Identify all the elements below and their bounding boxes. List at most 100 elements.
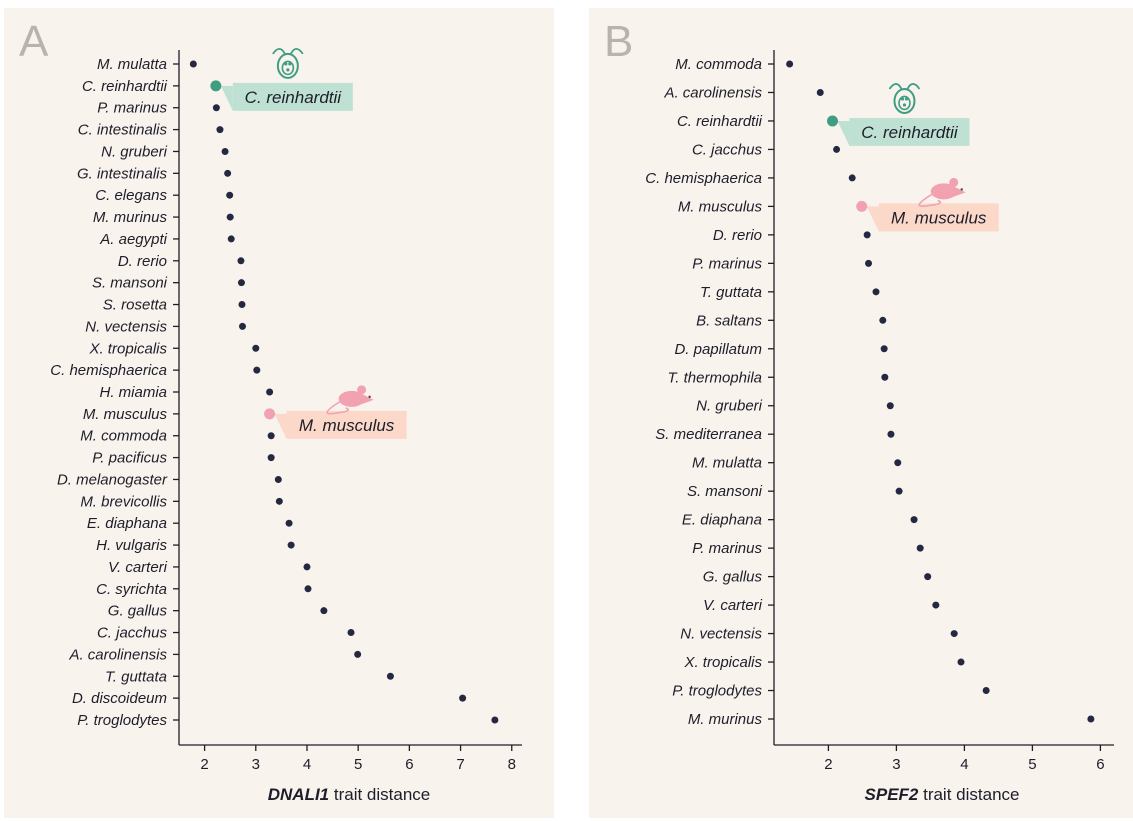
species-label: C. reinhardtii (82, 78, 168, 95)
x-tick-label: 6 (405, 756, 413, 773)
chlamydomonas-icon (272, 47, 304, 79)
panel-letter-a: A (19, 17, 49, 66)
data-point (895, 487, 903, 495)
species-label: M. commoda (80, 428, 167, 445)
callout-box (286, 410, 407, 439)
data-point (982, 687, 990, 695)
species-label: C. jacchus (692, 141, 763, 158)
x-tick-label: 6 (1096, 756, 1104, 773)
species-label: E. diaphana (87, 515, 167, 532)
species-label: A. carolinensis (68, 646, 167, 663)
callout-label: M. musculus (891, 208, 987, 227)
species-label: D. rerio (713, 227, 762, 244)
data-point (226, 213, 234, 221)
x-axis-label-rest-b: trait distance (918, 785, 1019, 804)
data-point (274, 475, 282, 483)
data-point (865, 259, 873, 267)
callout-label: C. reinhardtii (245, 88, 343, 107)
data-point (238, 301, 246, 309)
callout-label: C. reinhardtii (861, 123, 959, 142)
x-tick-label: 3 (252, 756, 260, 773)
species-label: D. melanogaster (57, 471, 168, 488)
data-point (304, 585, 312, 593)
species-label: N. gruberi (696, 398, 763, 415)
species-label: V. carteri (703, 597, 763, 614)
data-point (894, 459, 902, 467)
chlamydomonas-icon (888, 83, 921, 114)
data-point (491, 716, 499, 724)
x-tick-label: 5 (354, 756, 362, 773)
species-label: P. pacificus (92, 450, 167, 467)
data-point (226, 191, 234, 199)
data-point (267, 454, 275, 462)
x-tick-label: 4 (303, 756, 311, 773)
species-label: M. murinus (93, 209, 168, 226)
species-label: X. tropicalis (88, 340, 167, 357)
data-point (386, 672, 394, 680)
species-label: C. intestinalis (78, 122, 168, 139)
species-label: H. vulgaris (96, 537, 167, 554)
species-label: C. hemisphaerica (50, 362, 167, 379)
data-point (886, 402, 894, 410)
species-label: S. rosetta (103, 297, 167, 314)
species-label: C. jacchus (97, 625, 168, 642)
callout-box (849, 117, 970, 146)
species-label: C. reinhardtii (677, 113, 763, 130)
species-label: P. troglodytes (672, 683, 762, 700)
data-point (320, 607, 328, 615)
data-point (924, 573, 932, 581)
mouse-icon (326, 385, 374, 415)
species-label: S. mediterranea (655, 426, 762, 443)
data-point (1087, 715, 1095, 723)
species-label: T. thermophila (668, 369, 763, 386)
species-label: T. guttata (105, 668, 167, 685)
species-label: G. gallus (108, 603, 168, 620)
panel-letter-b: B (604, 17, 633, 66)
x-tick-label: 3 (892, 756, 900, 773)
data-point (216, 126, 224, 134)
data-point (848, 174, 856, 182)
species-label: D. rerio (118, 253, 167, 270)
data-point (267, 432, 275, 440)
species-label: S. mansoni (687, 483, 763, 500)
data-point (238, 322, 246, 330)
x-axis-label-gene-b: SPEF2 (865, 785, 919, 804)
data-point (212, 104, 220, 112)
highlight-point (264, 408, 276, 420)
data-point (303, 563, 311, 571)
species-label: D. discoideum (72, 690, 167, 707)
species-label: N. vectensis (85, 318, 167, 335)
species-label: P. marinus (692, 255, 762, 272)
data-point (354, 650, 362, 658)
data-point (916, 544, 924, 552)
chart-a: A 2 3 4 5 6 7 8 M. mulatta C. reinhardtii C. rein… (19, 17, 522, 804)
chart-b: B 2 3 4 5 6 M. commoda A. carolinensis C. reinh… (604, 17, 1114, 804)
data-point (872, 288, 880, 296)
x-tick-label: 8 (508, 756, 516, 773)
data-point (459, 694, 467, 702)
panel-a: A 2 3 4 5 6 7 8 M. mulatta C. reinhardtii C. rein… (4, 8, 554, 818)
species-label: A. carolinensis (663, 84, 762, 101)
x-axis-label-gene-a: DNALI1 (268, 785, 329, 804)
x-tick-label: 7 (456, 756, 464, 773)
x-axis-label-rest-a: trait distance (329, 785, 430, 804)
species-label: P. troglodytes (77, 712, 167, 729)
callout-box (878, 203, 999, 232)
species-label: P. marinus (692, 540, 762, 557)
data-point (816, 88, 824, 96)
species-label: G. gallus (703, 569, 763, 586)
species-label: T. guttata (700, 284, 762, 301)
data-point (910, 516, 918, 524)
data-point (287, 541, 295, 549)
x-tick-label: 2 (200, 756, 208, 773)
x-axis-label-a: DNALI1 trait distance (268, 785, 431, 804)
species-label: D. papillatum (674, 341, 762, 358)
species-label: G. intestinalis (77, 165, 168, 182)
data-point (863, 231, 871, 239)
species-label: S. mansoni (92, 275, 168, 292)
highlight-point (210, 80, 222, 92)
data-point (266, 388, 274, 396)
species-label: M. musculus (678, 198, 763, 215)
species-label: M. commoda (675, 56, 762, 73)
data-point (879, 316, 887, 324)
